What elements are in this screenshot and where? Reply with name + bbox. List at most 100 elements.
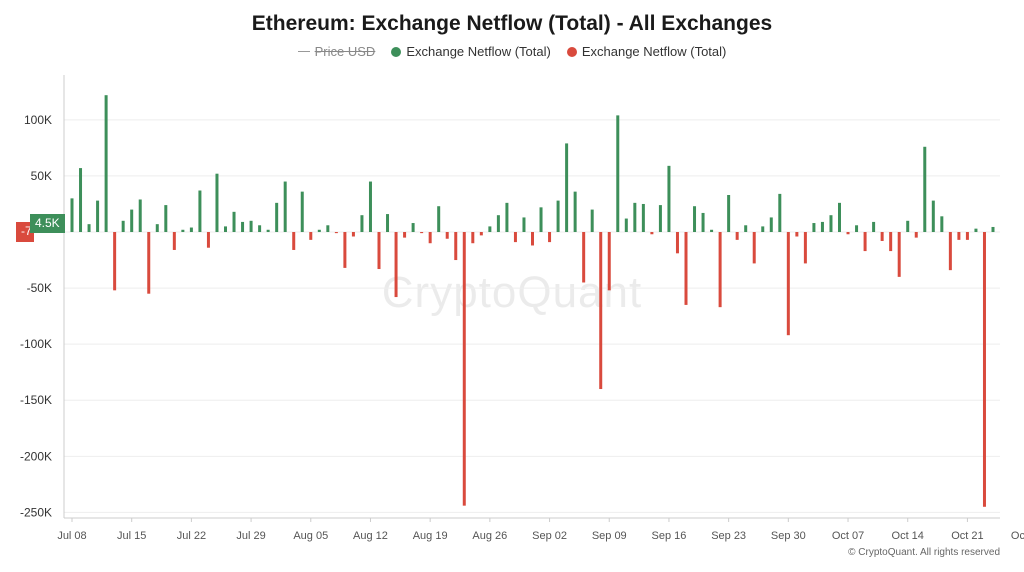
bar-negative[interactable] bbox=[343, 232, 347, 268]
bar-negative[interactable] bbox=[548, 232, 552, 243]
bar-positive[interactable] bbox=[616, 115, 620, 233]
bar-negative[interactable] bbox=[351, 232, 355, 237]
bar-negative[interactable] bbox=[420, 232, 424, 234]
bar-positive[interactable] bbox=[189, 227, 193, 233]
bar-positive[interactable] bbox=[79, 168, 83, 233]
bar-positive[interactable] bbox=[283, 181, 287, 233]
bar-negative[interactable] bbox=[206, 232, 210, 248]
bar-positive[interactable] bbox=[70, 198, 74, 233]
bar-positive[interactable] bbox=[556, 200, 560, 233]
bar-positive[interactable] bbox=[658, 205, 662, 233]
bar-positive[interactable] bbox=[326, 225, 330, 233]
bar-negative[interactable] bbox=[607, 232, 611, 291]
bar-positive[interactable] bbox=[138, 199, 142, 233]
bar-positive[interactable] bbox=[130, 209, 134, 233]
bar-positive[interactable] bbox=[838, 202, 841, 233]
bar-negative[interactable] bbox=[471, 232, 475, 244]
bar-positive[interactable] bbox=[872, 221, 876, 233]
bar-negative[interactable] bbox=[113, 232, 117, 291]
bar-negative[interactable] bbox=[914, 232, 918, 238]
bar-negative[interactable] bbox=[403, 232, 407, 238]
bar-positive[interactable] bbox=[744, 225, 748, 233]
bar-negative[interactable] bbox=[846, 232, 850, 235]
bar-positive[interactable] bbox=[96, 200, 100, 233]
bar-negative[interactable] bbox=[462, 232, 466, 506]
bar-negative[interactable] bbox=[675, 232, 679, 254]
bar-negative[interactable] bbox=[454, 232, 458, 261]
bar-positive[interactable] bbox=[693, 206, 697, 233]
bar-positive[interactable] bbox=[368, 181, 372, 233]
bar-positive[interactable] bbox=[641, 203, 645, 233]
bar-positive[interactable] bbox=[820, 221, 824, 233]
bar-negative[interactable] bbox=[889, 232, 893, 252]
bar-positive[interactable] bbox=[266, 229, 270, 233]
bar-positive[interactable] bbox=[974, 228, 978, 233]
bar-positive[interactable] bbox=[710, 229, 714, 233]
bar-negative[interactable] bbox=[752, 232, 756, 264]
bar-negative[interactable] bbox=[897, 232, 901, 277]
bar-positive[interactable] bbox=[590, 209, 594, 233]
bar-positive[interactable] bbox=[121, 220, 125, 233]
bar-negative[interactable] bbox=[147, 232, 151, 294]
bar-positive[interactable] bbox=[923, 146, 927, 233]
bar-negative[interactable] bbox=[394, 232, 398, 298]
bar-positive[interactable] bbox=[275, 202, 279, 233]
bar-negative[interactable] bbox=[684, 232, 688, 305]
bar-negative[interactable] bbox=[948, 232, 952, 271]
legend-item-netflow-positive[interactable]: Exchange Netflow (Total) bbox=[391, 44, 551, 59]
bar-positive[interactable] bbox=[300, 191, 304, 233]
bar-positive[interactable] bbox=[241, 221, 245, 233]
bar-positive[interactable] bbox=[565, 143, 569, 233]
bar-negative[interactable] bbox=[982, 232, 986, 507]
bar-negative[interactable] bbox=[377, 232, 381, 270]
bar-positive[interactable] bbox=[829, 215, 833, 233]
bar-negative[interactable] bbox=[513, 232, 517, 243]
bar-positive[interactable] bbox=[855, 225, 859, 233]
bar-positive[interactable] bbox=[522, 217, 526, 233]
bar-negative[interactable] bbox=[650, 232, 654, 235]
bar-positive[interactable] bbox=[539, 207, 543, 233]
bar-positive[interactable] bbox=[87, 224, 91, 233]
bar-positive[interactable] bbox=[104, 95, 108, 233]
bar-negative[interactable] bbox=[172, 232, 176, 250]
bar-positive[interactable] bbox=[224, 226, 227, 233]
bar-negative[interactable] bbox=[795, 232, 799, 237]
bar-negative[interactable] bbox=[479, 232, 483, 236]
bar-positive[interactable] bbox=[769, 217, 773, 233]
bar-positive[interactable] bbox=[778, 193, 782, 233]
bar-negative[interactable] bbox=[965, 232, 969, 240]
bar-negative[interactable] bbox=[428, 232, 432, 244]
bar-negative[interactable] bbox=[292, 232, 296, 250]
bar-positive[interactable] bbox=[633, 202, 637, 233]
bar-negative[interactable] bbox=[309, 232, 313, 240]
bar-positive[interactable] bbox=[258, 225, 262, 233]
bar-negative[interactable] bbox=[582, 232, 586, 283]
bar-positive[interactable] bbox=[164, 205, 168, 233]
bar-positive[interactable] bbox=[906, 220, 910, 233]
bar-positive[interactable] bbox=[701, 212, 705, 233]
bar-positive[interactable] bbox=[505, 202, 509, 233]
bar-positive[interactable] bbox=[155, 224, 159, 233]
bar-positive[interactable] bbox=[624, 218, 628, 233]
bar-positive[interactable] bbox=[198, 190, 202, 233]
bar-positive[interactable] bbox=[573, 191, 577, 233]
bar-negative[interactable] bbox=[880, 232, 884, 241]
bar-positive[interactable] bbox=[496, 215, 500, 233]
bar-positive[interactable] bbox=[940, 216, 944, 233]
bar-negative[interactable] bbox=[735, 232, 739, 240]
bar-positive[interactable] bbox=[215, 173, 219, 233]
bar-positive[interactable] bbox=[991, 226, 995, 233]
bar-positive[interactable] bbox=[249, 220, 253, 233]
bar-negative[interactable] bbox=[786, 232, 790, 336]
bar-positive[interactable] bbox=[181, 229, 185, 233]
bar-positive[interactable] bbox=[232, 211, 236, 233]
bar-negative[interactable] bbox=[445, 232, 449, 239]
legend-item-netflow-negative[interactable]: Exchange Netflow (Total) bbox=[566, 44, 726, 59]
bar-negative[interactable] bbox=[718, 232, 722, 308]
bar-negative[interactable] bbox=[803, 232, 807, 264]
bar-negative[interactable] bbox=[599, 232, 603, 390]
bar-positive[interactable] bbox=[931, 200, 935, 233]
bar-negative[interactable] bbox=[957, 232, 961, 240]
bar-positive[interactable] bbox=[812, 223, 816, 233]
